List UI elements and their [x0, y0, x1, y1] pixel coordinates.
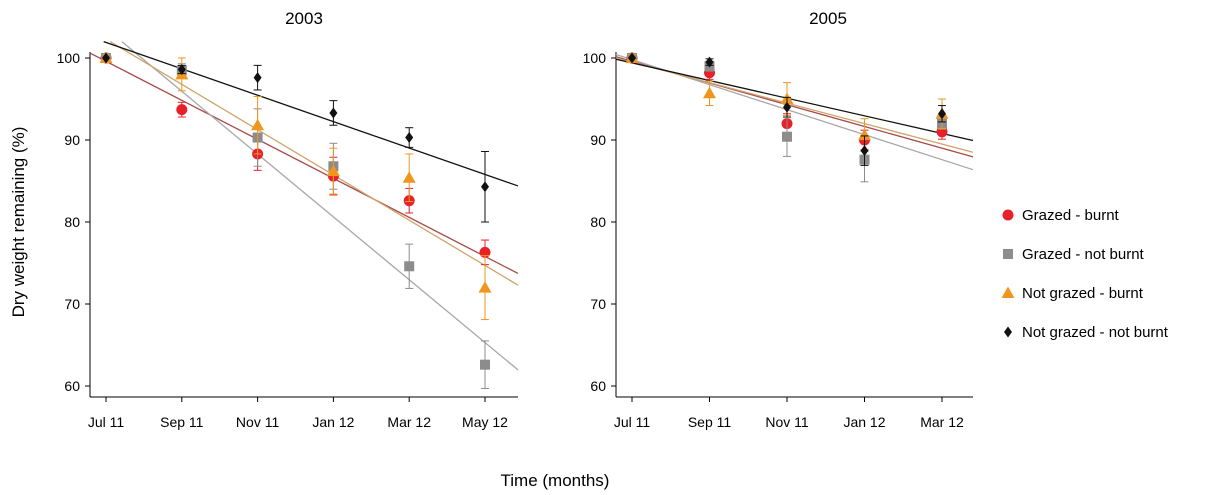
trendline	[615, 58, 974, 142]
data-point	[705, 56, 714, 68]
data-point	[480, 359, 490, 370]
data-point	[860, 145, 869, 157]
data-point	[703, 86, 716, 99]
chart-title: 2003	[285, 9, 323, 28]
series-not-grazed-burnt	[99, 51, 492, 321]
square-marker-icon	[1003, 249, 1013, 259]
legend-label: Grazed - burnt	[1022, 207, 1120, 224]
y-tick-label: 90	[590, 132, 606, 148]
data-point	[329, 107, 338, 119]
y-tick-label: 70	[64, 296, 80, 312]
legend-item: Grazed - burnt	[1002, 207, 1120, 224]
chart-2003: 2003 60 70 80 90 100 Jul 11 Sep 11 Nov 11 Jan 12 M…	[57, 9, 519, 430]
legend-label: Not grazed - burnt	[1022, 285, 1144, 302]
x-tick-label: Mar 12	[387, 414, 431, 430]
data-point	[251, 118, 265, 131]
data-point	[404, 261, 415, 272]
data-point	[938, 108, 946, 120]
data-point	[405, 132, 414, 144]
chart-2005: 2005 60 70 80 90 100 Jul 11 Sep 11 Nov 11 Jan 12 M…	[583, 9, 974, 430]
data-point	[176, 104, 188, 116]
y-tick-label: 80	[64, 214, 80, 230]
x-tick-label: Sep 11	[160, 414, 204, 430]
legend-label: Not grazed - not burnt	[1022, 324, 1169, 341]
trendline	[121, 41, 519, 371]
x-tick-label: May 12	[462, 414, 508, 430]
y-tick-label: 100	[583, 50, 607, 66]
data-point	[326, 164, 340, 177]
data-point	[402, 171, 416, 183]
legend-label: Grazed - not burnt	[1022, 246, 1145, 263]
trendline	[89, 52, 519, 275]
circle-marker-icon	[1002, 209, 1014, 221]
y-tick-label: 100	[57, 50, 81, 66]
data-point	[628, 52, 636, 64]
data-point	[479, 246, 491, 258]
x-tick-label: Mar 12	[920, 414, 964, 430]
x-tick-label: Jan 12	[843, 414, 885, 430]
y-tick-label: 70	[590, 296, 606, 312]
data-point	[858, 128, 871, 141]
x-tick-label: Sep 11	[688, 414, 732, 430]
legend: Grazed - burnt Grazed - not burnt Not graz…	[1001, 207, 1169, 341]
data-point	[102, 52, 110, 64]
x-tick-label: Jan 12	[312, 414, 354, 430]
diamond-marker-icon	[1004, 326, 1012, 338]
legend-item: Not grazed - burnt	[1001, 285, 1144, 302]
data-point	[253, 72, 262, 84]
legend-item: Grazed - not burnt	[1003, 246, 1145, 263]
trendline	[109, 41, 519, 286]
series-not-grazed-not-burnt	[102, 52, 489, 223]
data-point	[481, 181, 489, 193]
y-tick-label: 90	[64, 132, 80, 148]
y-tick-label: 60	[590, 378, 606, 394]
x-tick-label: Nov 11	[765, 414, 809, 430]
legend-item: Not grazed - not burnt	[1004, 324, 1169, 341]
triangle-marker-icon	[1001, 286, 1015, 298]
y-tick-label: 80	[590, 214, 606, 230]
series-not-grazed-not-burnt	[628, 52, 946, 166]
chart-title: 2005	[809, 9, 847, 28]
trendline	[103, 40, 519, 187]
y-tick-label: 60	[64, 378, 80, 394]
data-point	[177, 63, 186, 75]
data-point	[478, 281, 492, 293]
x-tick-label: Jul 11	[614, 414, 651, 430]
data-point	[783, 101, 791, 113]
x-axis-title: Time (months)	[501, 471, 610, 490]
y-axis-title: Dry weight remaining (%)	[9, 127, 28, 318]
x-tick-label: Jul 11	[88, 414, 125, 430]
x-tick-label: Nov 11	[236, 414, 280, 430]
trendline	[615, 57, 974, 153]
series-grazed-not-burnt	[101, 53, 490, 389]
data-point	[782, 131, 792, 142]
